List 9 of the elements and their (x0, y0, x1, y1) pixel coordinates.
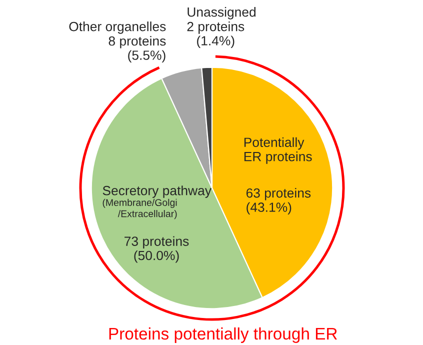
slice-label: Potentially ER proteins (244, 137, 312, 164)
slice-label: Secretory pathway (Membrane/Golgi /Extracellular) (102, 186, 212, 220)
text: Proteins potentially through ER (109, 327, 337, 343)
data-label: 73 proteins (50.0%) (124, 236, 189, 263)
slice-label: Unassigned (188, 7, 256, 20)
data-label: 63 proteins (43.1%) (246, 188, 311, 215)
slice-label: Other organelles (69, 22, 166, 34)
data-label: 2 proteins (1.4%) (187, 22, 244, 48)
data-label: 8 proteins (5.5%) (108, 36, 166, 62)
